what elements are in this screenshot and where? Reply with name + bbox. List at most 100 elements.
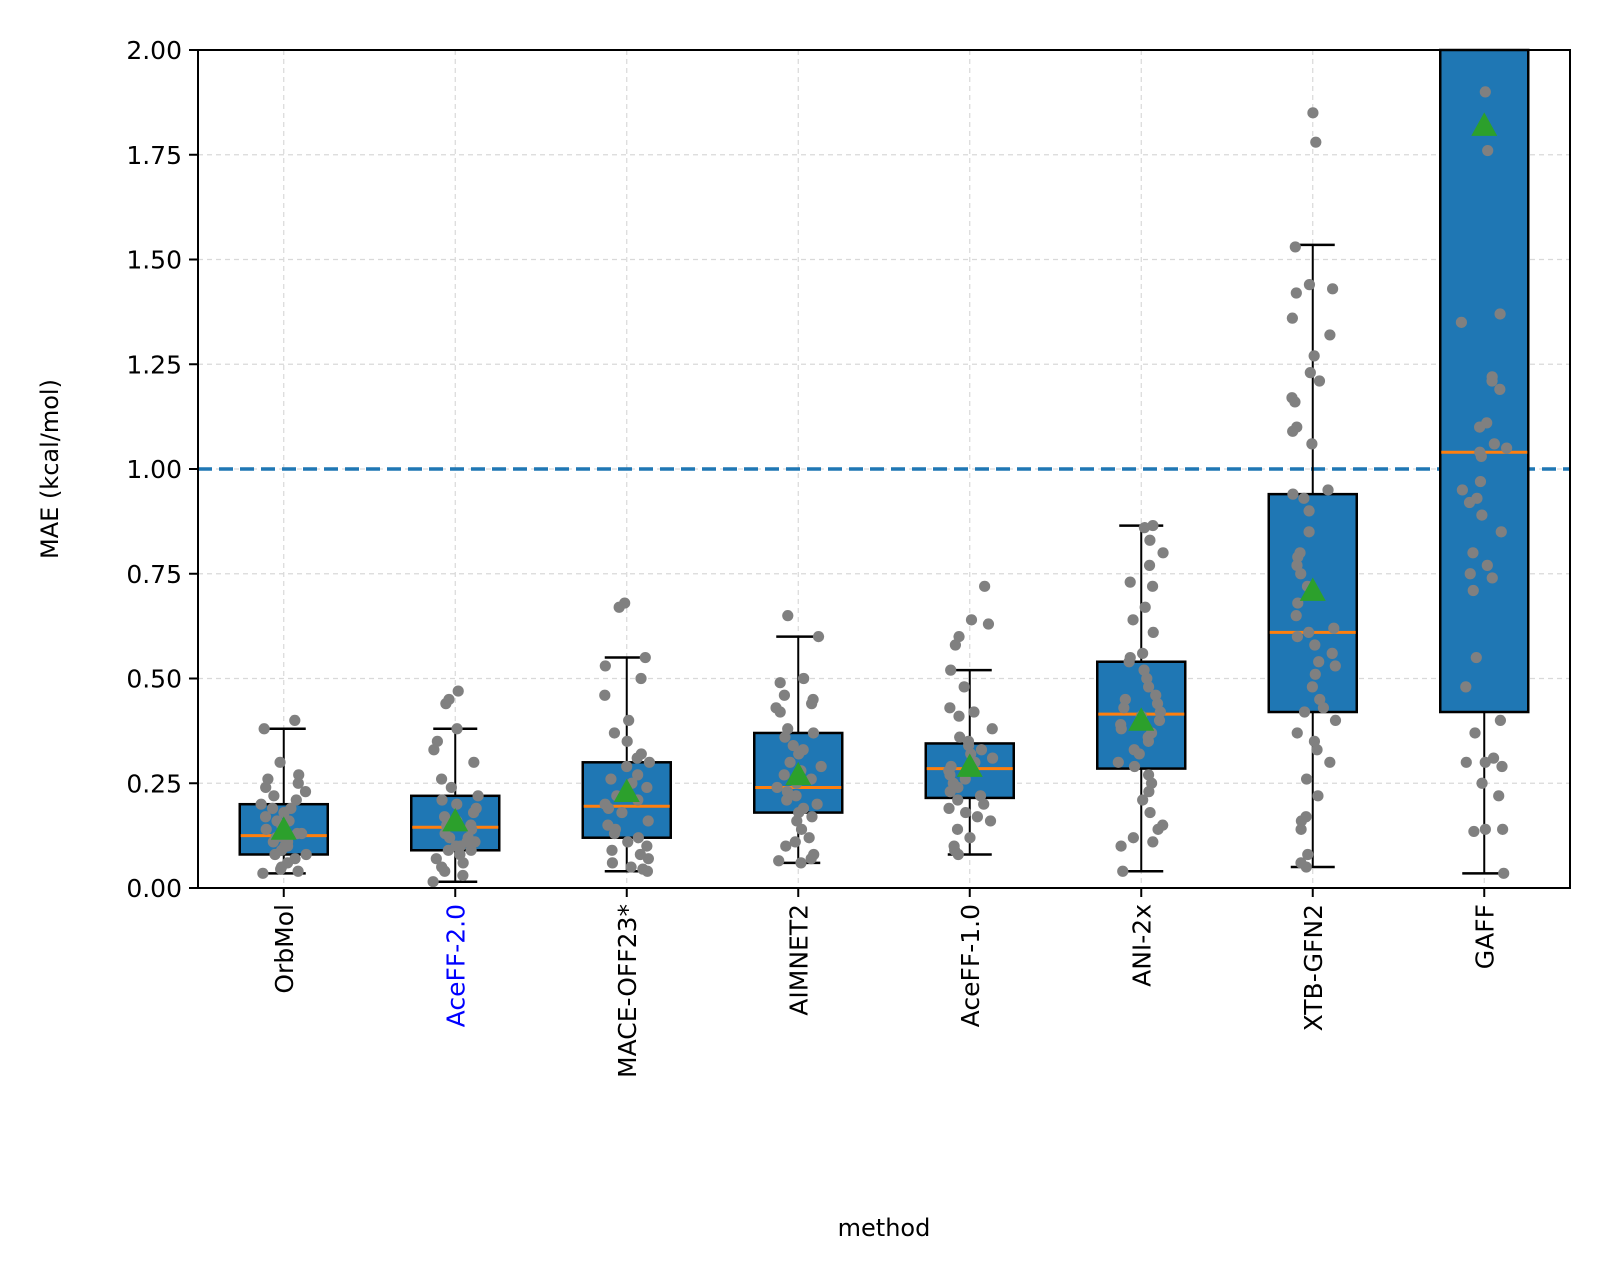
data-point bbox=[798, 672, 810, 685]
data-point bbox=[945, 664, 957, 676]
data-point bbox=[1303, 526, 1315, 538]
data-point bbox=[290, 794, 302, 806]
data-point bbox=[278, 806, 290, 819]
data-point bbox=[1479, 756, 1491, 768]
mean-marker bbox=[442, 807, 469, 832]
x-tick-label-aceff-2-0: AceFF-2.0 bbox=[441, 904, 470, 1027]
data-point bbox=[1482, 144, 1494, 157]
data-point bbox=[1494, 383, 1506, 395]
data-point bbox=[599, 689, 611, 701]
data-point bbox=[606, 857, 619, 869]
data-point bbox=[1137, 647, 1149, 659]
data-point bbox=[953, 631, 965, 643]
data-point bbox=[773, 855, 785, 867]
data-point bbox=[963, 739, 975, 752]
data-point bbox=[1303, 505, 1315, 517]
mean-marker bbox=[270, 816, 297, 840]
data-point bbox=[1115, 840, 1127, 852]
data-point bbox=[787, 739, 799, 752]
data-point bbox=[632, 832, 644, 844]
data-point bbox=[779, 731, 791, 743]
data-point bbox=[1287, 425, 1299, 437]
data-point bbox=[428, 744, 440, 756]
data-point bbox=[943, 802, 955, 814]
data-point bbox=[778, 689, 790, 701]
data-point bbox=[1313, 656, 1325, 668]
data-point bbox=[641, 840, 653, 852]
data-point bbox=[1468, 825, 1480, 838]
data-point bbox=[451, 723, 463, 735]
data-point bbox=[1474, 475, 1487, 488]
data-point bbox=[608, 827, 621, 840]
data-point bbox=[1157, 547, 1169, 559]
data-point bbox=[1486, 572, 1498, 584]
data-point bbox=[1306, 438, 1318, 450]
data-point bbox=[1324, 756, 1336, 768]
data-point bbox=[965, 748, 977, 760]
data-point bbox=[1138, 522, 1151, 534]
data-point bbox=[1112, 756, 1124, 768]
data-point bbox=[1152, 823, 1164, 835]
mean-marker bbox=[956, 753, 983, 777]
box-iqr bbox=[1439, 48, 1530, 714]
data-point bbox=[1476, 777, 1488, 789]
data-point bbox=[602, 802, 615, 814]
data-point bbox=[1139, 601, 1151, 613]
data-point bbox=[1313, 375, 1326, 387]
y-axis-ticks: 0.00 0.25 0.50 0.75 1.00 1.25 1.50 1.75 2.00 bbox=[126, 36, 198, 903]
y-tick-label: 0.75 bbox=[126, 560, 182, 589]
data-point bbox=[438, 811, 451, 823]
data-point bbox=[1143, 786, 1155, 798]
box-ani-2x bbox=[1096, 524, 1187, 873]
data-point bbox=[632, 769, 644, 781]
data-point bbox=[1306, 681, 1318, 693]
data-point bbox=[1289, 241, 1301, 253]
data-point bbox=[427, 876, 439, 888]
data-point bbox=[1497, 823, 1509, 835]
data-point bbox=[1496, 760, 1508, 773]
data-point bbox=[454, 840, 467, 852]
data-point bbox=[1295, 568, 1307, 580]
data-point bbox=[641, 781, 653, 794]
data-point bbox=[1286, 312, 1298, 324]
data-point bbox=[257, 867, 269, 879]
x-axis-ticks: OrbMol AceFF-2.0 MACE-OFF23* AIMNET2 AceFF-1… bbox=[270, 888, 1499, 1078]
data-point bbox=[1474, 421, 1486, 433]
data-point bbox=[1304, 367, 1316, 379]
data-point bbox=[1495, 526, 1507, 538]
data-point bbox=[457, 857, 469, 869]
data-point bbox=[465, 844, 477, 856]
data-point bbox=[1322, 484, 1334, 496]
data-point bbox=[266, 802, 279, 814]
data-point bbox=[1142, 735, 1155, 747]
data-point bbox=[1287, 488, 1299, 500]
mean-marker bbox=[1128, 707, 1155, 731]
data-point bbox=[780, 840, 792, 852]
data-point bbox=[296, 827, 308, 840]
data-point bbox=[1312, 790, 1324, 802]
data-point bbox=[1486, 375, 1498, 387]
data-point bbox=[782, 610, 794, 622]
data-point bbox=[606, 844, 618, 856]
data-point bbox=[1119, 693, 1131, 706]
data-point bbox=[430, 853, 442, 865]
box-iqr bbox=[1267, 492, 1358, 714]
y-tick-label: 1.75 bbox=[126, 141, 182, 170]
data-point bbox=[1317, 702, 1329, 714]
data-point bbox=[1475, 450, 1487, 463]
data-point bbox=[445, 781, 457, 794]
data-point bbox=[639, 651, 651, 664]
data-point bbox=[262, 773, 274, 785]
x-axis-label: method bbox=[838, 1214, 931, 1242]
data-point bbox=[1124, 576, 1136, 588]
data-point bbox=[774, 677, 786, 689]
data-point bbox=[979, 580, 991, 592]
data-point bbox=[1146, 580, 1159, 592]
data-point bbox=[1487, 752, 1500, 764]
data-point bbox=[1303, 279, 1316, 291]
data-point bbox=[1501, 442, 1513, 454]
data-point bbox=[468, 756, 480, 768]
data-point bbox=[631, 752, 643, 764]
data-point bbox=[259, 811, 272, 823]
mean-marker bbox=[1471, 112, 1498, 136]
